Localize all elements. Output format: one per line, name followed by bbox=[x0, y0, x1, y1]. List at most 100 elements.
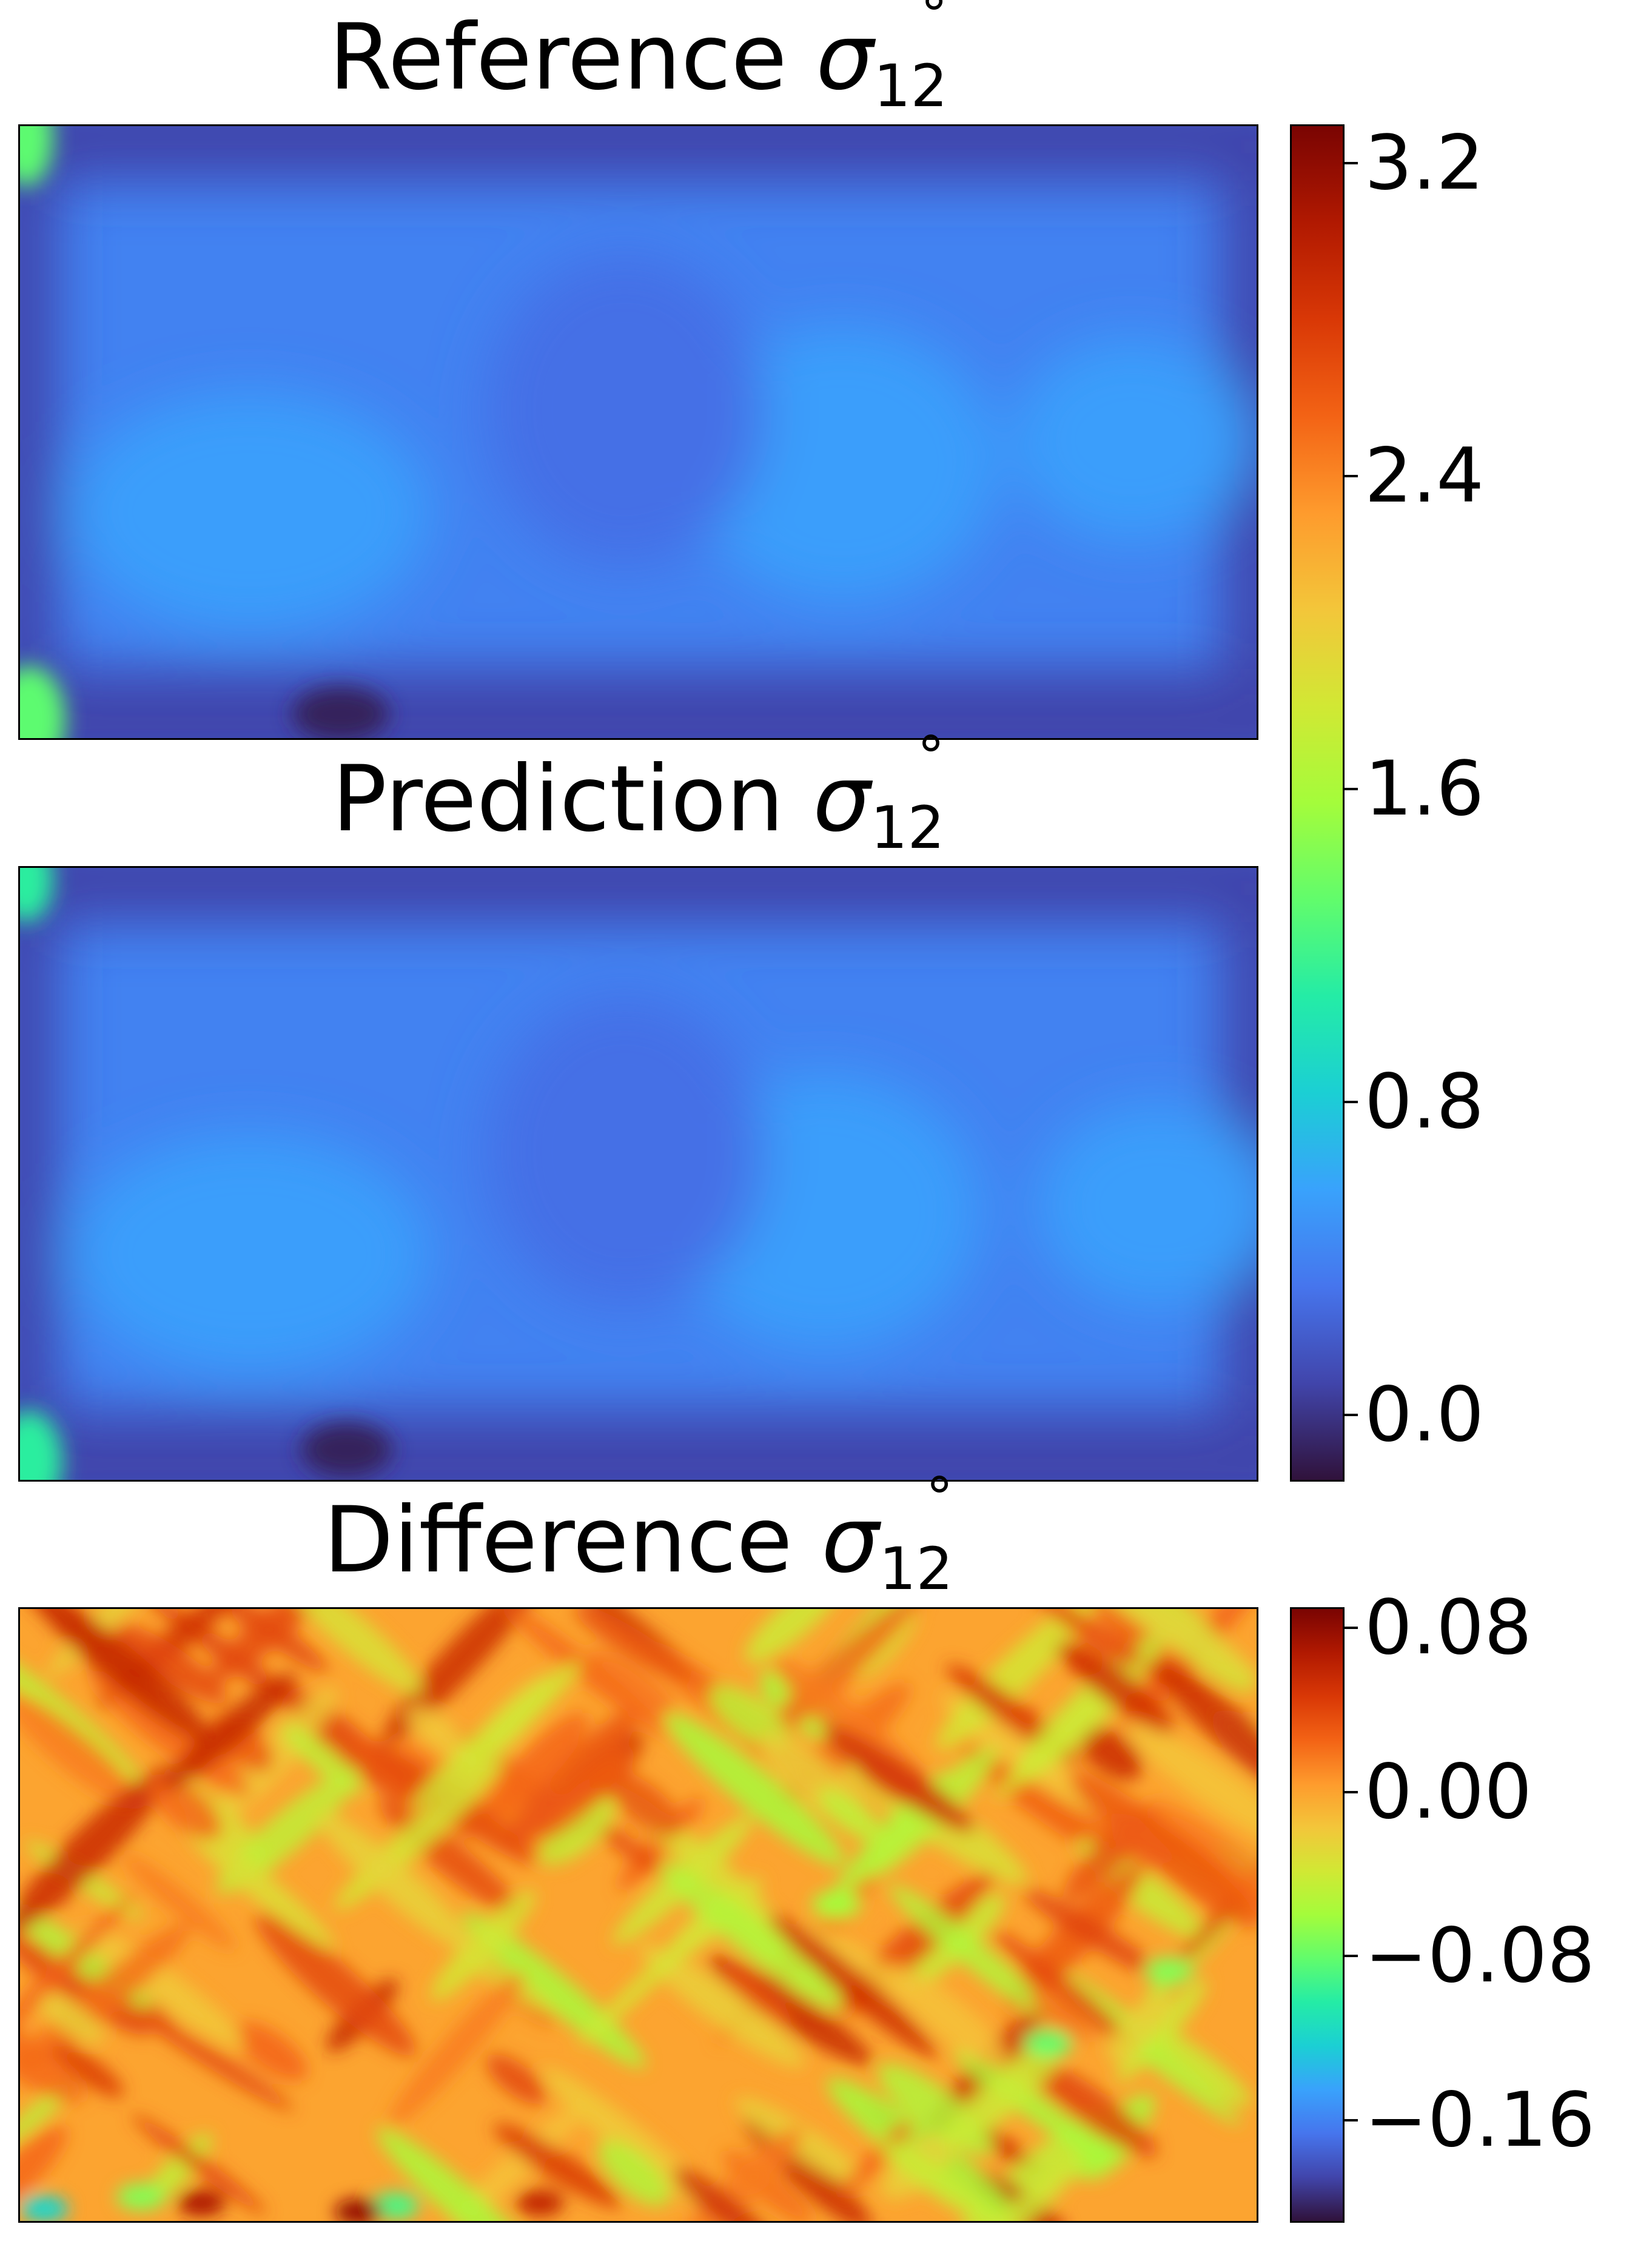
diff-streak bbox=[768, 1913, 938, 2058]
reference-title-superscript: ° bbox=[920, 0, 948, 47]
diff-streak bbox=[573, 1609, 693, 1682]
diff-streak bbox=[841, 2120, 913, 2197]
diff-streak bbox=[255, 1912, 416, 2057]
diff-streak bbox=[209, 1609, 331, 1684]
diff-streak bbox=[745, 1609, 845, 1663]
colorbar-tick-label: 0.00 bbox=[1365, 1748, 1533, 1836]
diff-streak bbox=[736, 2097, 868, 2188]
diff-streak bbox=[617, 1798, 703, 1890]
diff-streak bbox=[1070, 1609, 1257, 1683]
diff-streak bbox=[20, 2125, 67, 2220]
reference-heatmap bbox=[18, 124, 1258, 740]
diff-streak bbox=[673, 2168, 775, 2221]
colorbar-tick-label: 0.8 bbox=[1365, 1058, 1485, 1146]
diff-streak bbox=[489, 1712, 589, 1816]
diff-spot bbox=[1144, 1957, 1194, 1984]
diff-streak bbox=[388, 1972, 524, 2127]
diff-streak bbox=[486, 2054, 547, 2105]
colorbar-tick bbox=[1345, 1790, 1358, 1793]
diff-spot bbox=[812, 1891, 861, 1918]
diff-streak bbox=[1059, 1641, 1175, 1734]
diff-streak bbox=[936, 1609, 1095, 1750]
diff-streak bbox=[1022, 1888, 1165, 1980]
diff-streak bbox=[285, 1609, 423, 1695]
colorbar-tick-label: 0.08 bbox=[1365, 1584, 1533, 1671]
diff-streak bbox=[1107, 1995, 1170, 2063]
diff-streak bbox=[20, 1691, 143, 1810]
diff-spot bbox=[334, 2199, 383, 2221]
diff-streak bbox=[1146, 1799, 1257, 1924]
diff-streak bbox=[20, 1645, 142, 1784]
diff-streak bbox=[538, 1748, 636, 1839]
ref-bottom-band bbox=[20, 668, 1257, 738]
ref-bright-blob-2 bbox=[685, 325, 1000, 603]
diff-streak bbox=[317, 1812, 474, 1952]
reference-title-text: Reference bbox=[329, 5, 816, 110]
difference-title-symbol: σ bbox=[821, 1488, 879, 1593]
diff-streak bbox=[944, 2040, 1064, 2148]
diff-spot bbox=[1024, 2029, 1072, 2057]
difference-title: Difference σ12° bbox=[18, 1470, 1258, 1598]
colorbar-tick bbox=[1345, 1414, 1358, 1417]
diff-streak bbox=[577, 1897, 736, 2047]
ref-bright-blob-3 bbox=[1012, 337, 1254, 542]
diff-streak bbox=[78, 1925, 244, 2048]
colorbar-tick-label: 3.2 bbox=[1365, 119, 1485, 207]
diff-streak bbox=[542, 2068, 716, 2212]
diff-streak bbox=[411, 1661, 582, 1809]
diff-streak bbox=[377, 2128, 550, 2221]
pred-bright-blob-1 bbox=[68, 1133, 432, 1375]
prediction-field bbox=[20, 868, 1257, 1480]
reference-field bbox=[20, 126, 1257, 738]
diff-streak bbox=[818, 1789, 886, 1844]
diff-streak bbox=[822, 1725, 975, 1833]
diff-streak bbox=[381, 1609, 543, 1745]
pred-dark-valley bbox=[485, 994, 764, 1308]
diff-streak bbox=[1029, 1993, 1090, 2043]
diff-streak bbox=[178, 1818, 335, 1949]
diff-streak bbox=[538, 1796, 616, 1866]
diff-streak bbox=[664, 1712, 845, 1866]
diff-streak bbox=[991, 1929, 1133, 2047]
reference-title-subscript: 12 bbox=[873, 52, 948, 120]
ref-bright-blob-1 bbox=[68, 391, 432, 633]
ref-hotspot-top bbox=[20, 126, 53, 187]
ref-left-band bbox=[20, 126, 56, 738]
prediction-title-subscript: 12 bbox=[870, 793, 945, 862]
diff-streak bbox=[503, 1609, 670, 1739]
diff-streak bbox=[607, 1772, 682, 1837]
diff-streak bbox=[885, 1964, 1008, 2069]
prediction-title-symbol: σ bbox=[813, 747, 871, 852]
prediction-title: Prediction σ12° bbox=[18, 729, 1258, 857]
diff-streak bbox=[449, 2103, 586, 2221]
diff-streak bbox=[1079, 1725, 1143, 1781]
ref-coldspot bbox=[292, 687, 389, 738]
diff-streak bbox=[406, 1705, 477, 1765]
diff-streak bbox=[889, 1884, 1056, 2022]
difference-heatmap bbox=[18, 1607, 1258, 2223]
diff-streak bbox=[234, 2022, 307, 2081]
diff-streak bbox=[149, 1775, 222, 1840]
diff-streak bbox=[1153, 1661, 1257, 1805]
colorbar-tick bbox=[1345, 1101, 1358, 1104]
diff-streak bbox=[878, 2139, 1002, 2221]
diff-streak bbox=[20, 1893, 134, 2054]
pred-left-band bbox=[20, 868, 56, 1480]
diff-streak bbox=[20, 1923, 191, 2072]
diff-streak bbox=[136, 2011, 294, 2111]
colorbar-tick-label: 1.6 bbox=[1365, 745, 1485, 833]
colorbar-tick-label: −0.08 bbox=[1365, 1912, 1595, 2000]
diff-streak bbox=[115, 1624, 228, 1704]
ref-dark-valley bbox=[485, 252, 764, 566]
diff-streak bbox=[20, 2011, 84, 2103]
diff-streak bbox=[53, 2043, 124, 2098]
diff-streak bbox=[675, 2127, 803, 2221]
colorbar-tick-label: 0.0 bbox=[1365, 1371, 1485, 1459]
diff-streak bbox=[597, 2140, 670, 2206]
ref-hotspot-bottom bbox=[20, 665, 65, 738]
diff-streak bbox=[131, 2114, 267, 2215]
diff-streak bbox=[586, 1650, 676, 1718]
diff-spot bbox=[177, 2189, 226, 2217]
prediction-heatmap bbox=[18, 866, 1258, 1482]
diff-streak bbox=[20, 1765, 172, 1933]
